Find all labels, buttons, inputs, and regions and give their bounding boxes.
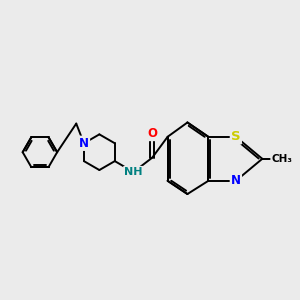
Text: N: N [79,137,89,150]
Text: N: N [231,174,241,187]
Text: O: O [147,127,157,140]
Text: CH₃: CH₃ [272,154,292,164]
Text: NH: NH [124,167,143,177]
Text: S: S [231,130,241,143]
